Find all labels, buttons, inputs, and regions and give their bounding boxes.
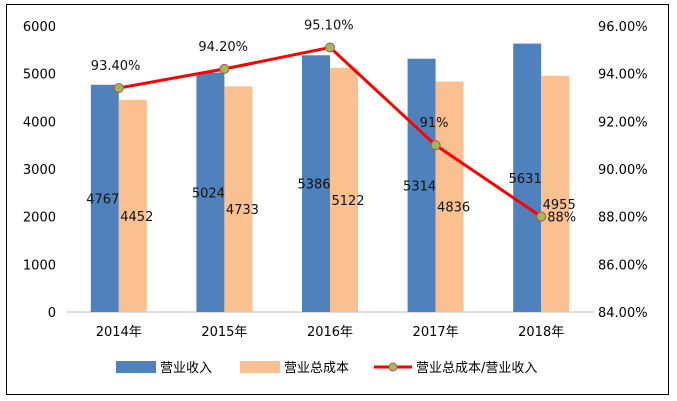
bar-total-cost-label: 4733 [226,203,259,218]
y-right-tick-label: 92.00% [598,115,648,130]
y-left-tick-label: 5000 [23,68,56,83]
ratio-label: 93.40% [91,59,141,74]
ratio-label: 95.10% [304,18,354,33]
x-tick-label: 2014年 [96,325,142,340]
bar-total-cost [224,86,253,312]
legend-swatch-marker [388,362,398,372]
legend-label: 营业总成本/营业收入 [416,361,537,376]
legend-total-cost: 营业总成本 [240,361,349,376]
legend-revenue: 营业收入 [116,361,212,376]
bar-total-cost [435,81,464,312]
ratio-point [219,63,230,74]
y-left-tick-label: 1000 [23,258,56,273]
y-left-tick-label: 0 [48,306,56,321]
bar-total-cost [541,75,570,312]
y-left-tick-label: 4000 [23,115,56,130]
bar-revenue [407,58,436,312]
bar-revenue-label: 4767 [86,192,119,207]
y-right-tick-label: 96.00% [598,20,648,35]
legend-label: 营业总成本 [284,361,349,376]
bar-revenue-label: 5631 [509,172,542,187]
bar-revenue [90,84,119,312]
x-tick-label: 2015年 [201,325,247,340]
bar-total-cost-label: 4836 [437,201,470,216]
x-tick-label: 2017年 [413,325,459,340]
ratio-point [536,211,547,222]
bar-total-cost-label: 5122 [331,194,364,209]
y-right-tick-label: 88.00% [598,211,648,226]
bar-revenue-label: 5386 [297,178,330,193]
bar-revenue [196,72,225,312]
y-right-tick-label: 90.00% [598,163,648,178]
legend-label: 营业收入 [160,361,212,376]
bar-total-cost [118,99,147,313]
legend-swatch [116,361,156,373]
bar-revenue [513,43,542,313]
y-left-tick-label: 6000 [23,20,56,35]
legend-ratio: 营业总成本/营业收入 [374,361,537,376]
bar-revenue-label: 5314 [403,179,436,194]
x-tick-label: 2018年 [518,325,564,340]
bar-total-cost [330,67,358,312]
ratio-label: 94.20% [198,40,248,55]
y-right-tick-label: 94.00% [598,68,648,83]
bar-total-cost-label: 4955 [543,198,576,213]
y-right-tick-label: 86.00% [598,258,648,273]
bar-total-cost-label: 4452 [120,210,153,225]
y-left-tick-label: 3000 [23,163,56,178]
ratio-point [113,82,124,93]
x-tick-label: 2016年 [307,325,353,340]
ratio-label: 91% [420,116,449,131]
legend-swatch [240,361,280,373]
ratio-point [430,140,441,151]
y-right-tick-label: 84.00% [598,306,648,321]
bar-revenue-label: 5024 [192,186,225,201]
ratio-label: 88% [547,211,576,226]
ratio-point [325,42,335,53]
bar-revenue [302,55,330,312]
y-left-tick-label: 2000 [23,211,56,226]
